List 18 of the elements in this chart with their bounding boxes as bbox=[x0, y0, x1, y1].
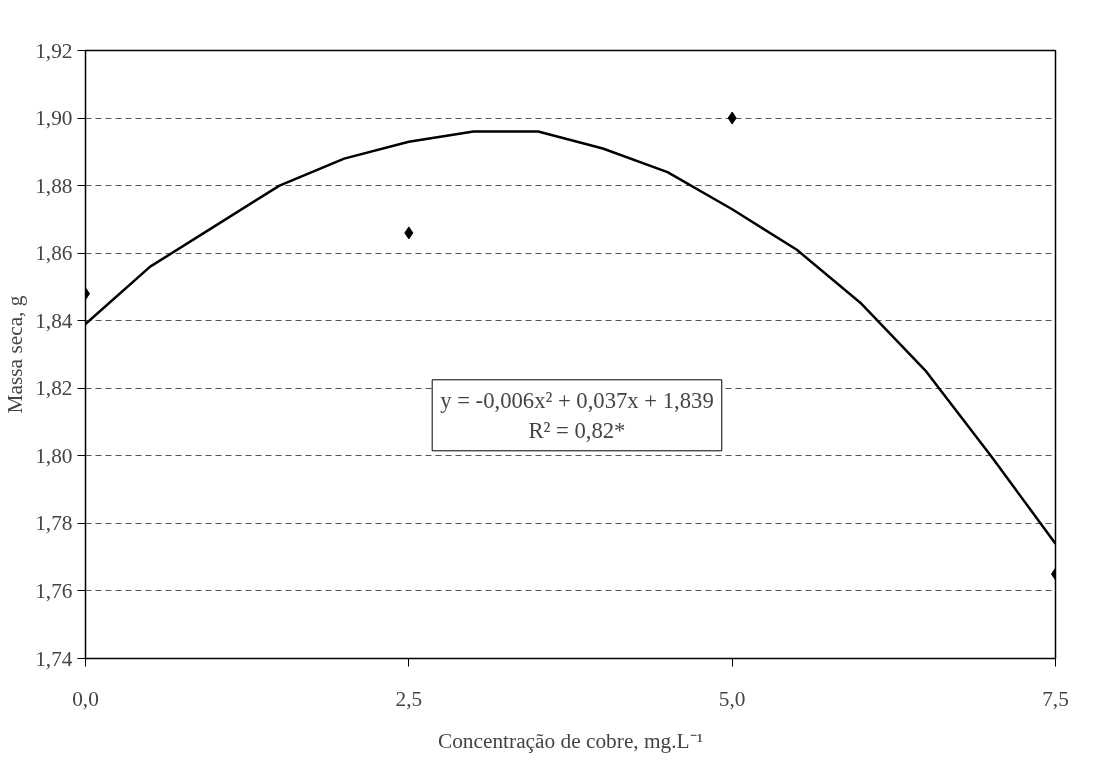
annotation: y = -0,006x² + 0,037x + 1,839 bbox=[440, 387, 714, 413]
y-tick-label: 1,80 bbox=[35, 443, 73, 468]
y-axis-title: Massa seca, g bbox=[3, 295, 28, 414]
y-tick-label: 1,92 bbox=[35, 38, 73, 63]
annotation: R² = 0,82* bbox=[528, 417, 626, 443]
x-tick-label: 5,0 bbox=[718, 686, 746, 711]
x-tick-label: 7,5 bbox=[1042, 686, 1069, 711]
x-axis-title: Concentração de cobre, mg.L⁻¹ bbox=[437, 728, 704, 753]
y-tick-label: 1,76 bbox=[35, 578, 73, 603]
y-tick-label: 1,88 bbox=[35, 173, 73, 198]
x-tick-label: 0,0 bbox=[72, 686, 99, 711]
y-tick-label: 1,82 bbox=[35, 376, 73, 401]
y-tick-label: 1,74 bbox=[35, 646, 73, 671]
y-tick-label: 1,86 bbox=[35, 241, 73, 266]
y-tick-label: 1,78 bbox=[35, 511, 73, 536]
y-tick-label: 1,90 bbox=[35, 106, 73, 131]
y-tick-label: 1,84 bbox=[35, 308, 73, 333]
x-tick-label: 2,5 bbox=[395, 686, 423, 711]
